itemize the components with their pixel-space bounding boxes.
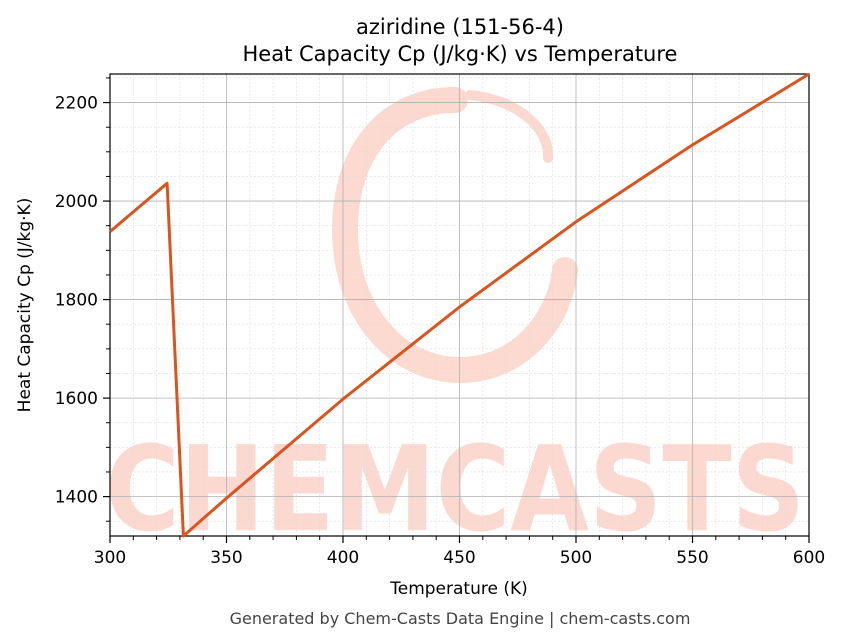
chart-title-line1: aziridine (151-56-4) (356, 15, 564, 39)
y-tick-label: 2200 (55, 94, 98, 114)
x-axis-label: Temperature (K) (389, 579, 528, 599)
watermark-text: CHEMCASTS (105, 420, 805, 558)
axis-ticks (103, 77, 810, 543)
chart-title-line2: Heat Capacity Cp (J/kg·K) vs Temperature (243, 42, 678, 66)
x-tick-label: 500 (560, 548, 592, 568)
x-tick-label: 450 (443, 548, 475, 568)
series-line-heat-capacity (109, 72, 810, 538)
y-tick-labels: 1400 1600 1800 2000 2200 (55, 94, 98, 508)
y-tick-label: 2000 (55, 192, 98, 212)
x-tick-label: 550 (676, 548, 708, 568)
x-tick-labels: 300 350 400 450 500 550 600 (94, 548, 825, 568)
x-tick-label: 350 (210, 548, 242, 568)
watermark-swirl (331, 87, 578, 384)
x-tick-label: 300 (94, 548, 126, 568)
y-tick-label: 1400 (55, 488, 98, 508)
y-axis-label: Heat Capacity Cp (J/kg·K) (15, 198, 35, 413)
y-tick-label: 1600 (55, 389, 98, 409)
watermark-logo: CHEMCASTS (105, 87, 805, 558)
x-tick-label: 400 (327, 548, 359, 568)
y-tick-label: 1800 (55, 291, 98, 311)
footer-credit: Generated by Chem-Casts Data Engine | ch… (230, 609, 691, 628)
x-tick-label: 600 (793, 548, 825, 568)
